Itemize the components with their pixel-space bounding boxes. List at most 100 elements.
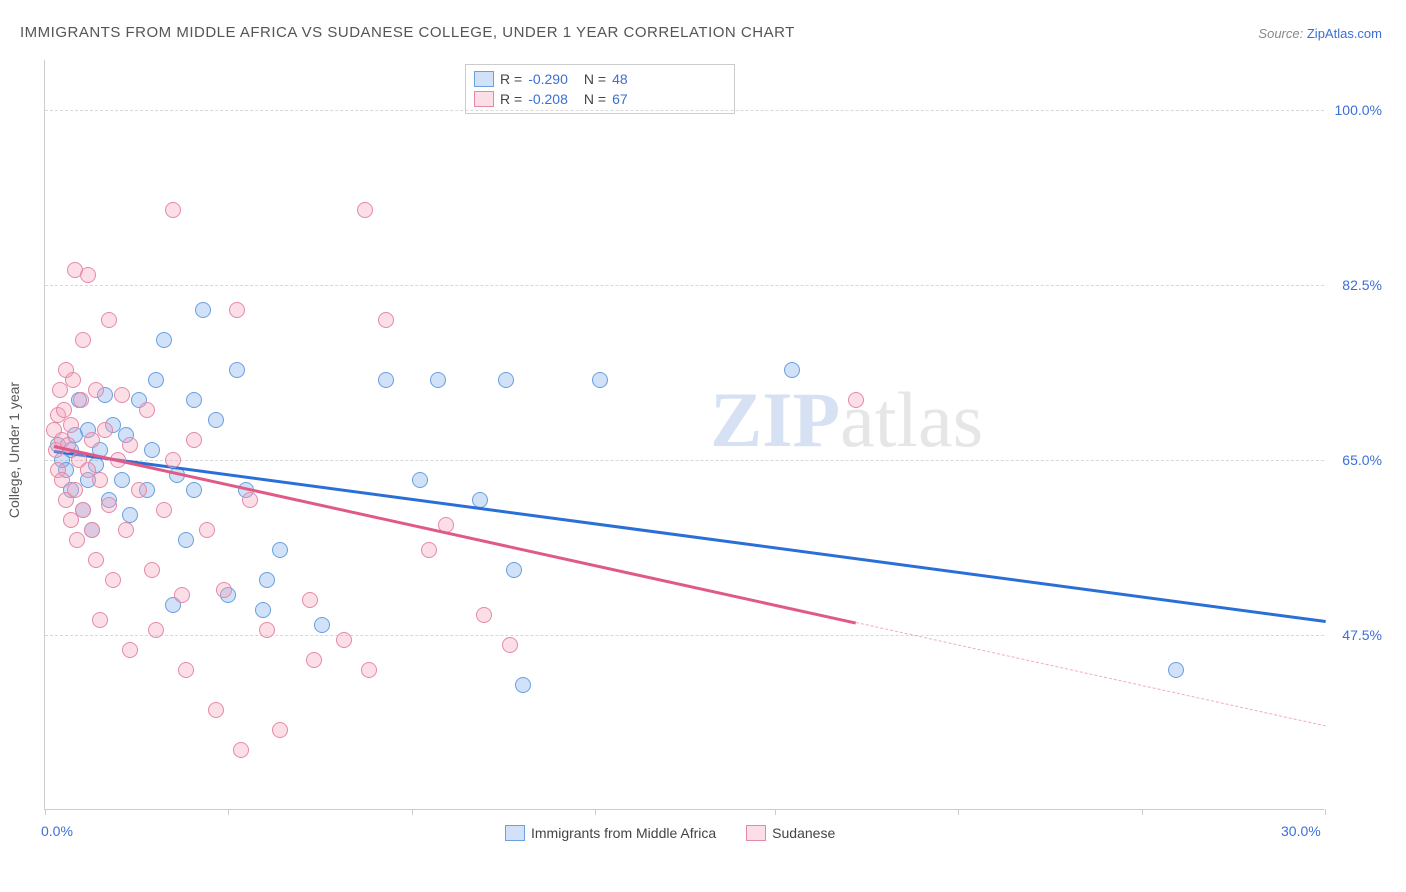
data-point — [412, 472, 428, 488]
legend-label: Immigrants from Middle Africa — [531, 825, 716, 841]
data-point — [272, 542, 288, 558]
data-point — [114, 472, 130, 488]
r-value: -0.208 — [528, 91, 568, 107]
gridline — [45, 110, 1324, 111]
data-point — [88, 382, 104, 398]
data-point — [165, 202, 181, 218]
data-point — [430, 372, 446, 388]
data-point — [314, 617, 330, 633]
correlation-row: R = -0.208 N = 67 — [474, 89, 726, 109]
data-point — [361, 662, 377, 678]
data-point — [73, 392, 89, 408]
data-point — [199, 522, 215, 538]
y-axis-label: College, Under 1 year — [6, 382, 22, 518]
series-swatch — [746, 825, 766, 841]
data-point — [233, 742, 249, 758]
data-point — [105, 572, 121, 588]
data-point — [255, 602, 271, 618]
legend-label: Sudanese — [772, 825, 835, 841]
data-point — [515, 677, 531, 693]
source-label: Source: — [1258, 26, 1303, 41]
x-tick — [412, 809, 413, 815]
series-legend: Immigrants from Middle Africa Sudanese — [505, 825, 835, 841]
watermark-rest: atlas — [840, 376, 983, 463]
data-point — [156, 332, 172, 348]
y-tick-label: 100.0% — [1330, 102, 1382, 118]
x-tick — [775, 809, 776, 815]
data-point — [357, 202, 373, 218]
data-point — [97, 422, 113, 438]
x-tick — [1142, 809, 1143, 815]
data-point — [242, 492, 258, 508]
data-point — [63, 417, 79, 433]
data-point — [69, 532, 85, 548]
series-swatch — [474, 71, 494, 87]
x-tick — [958, 809, 959, 815]
data-point — [259, 572, 275, 588]
data-point — [139, 402, 155, 418]
data-point — [306, 652, 322, 668]
r-label: R = — [500, 71, 522, 87]
legend-item: Sudanese — [746, 825, 835, 841]
data-point — [122, 642, 138, 658]
source-link[interactable]: ZipAtlas.com — [1307, 26, 1382, 41]
data-point — [336, 632, 352, 648]
x-tick — [595, 809, 596, 815]
data-point — [195, 302, 211, 318]
data-point — [174, 587, 190, 603]
y-tick-label: 82.5% — [1330, 277, 1382, 293]
x-tick — [45, 809, 46, 815]
source-attribution: Source: ZipAtlas.com — [1258, 26, 1382, 41]
data-point — [476, 607, 492, 623]
data-point — [186, 392, 202, 408]
data-point — [259, 622, 275, 638]
y-tick-label: 65.0% — [1330, 452, 1382, 468]
data-point — [122, 507, 138, 523]
chart-title: IMMIGRANTS FROM MIDDLE AFRICA VS SUDANES… — [20, 24, 795, 41]
data-point — [848, 392, 864, 408]
series-swatch — [505, 825, 525, 841]
data-point — [498, 372, 514, 388]
data-point — [122, 437, 138, 453]
data-point — [80, 267, 96, 283]
data-point — [165, 452, 181, 468]
x-tick — [228, 809, 229, 815]
data-point — [144, 562, 160, 578]
y-tick-label: 47.5% — [1330, 627, 1382, 643]
plot-region: ZIPatlas R =-0.290N =48R =-0.208N =67 Im… — [44, 60, 1324, 810]
data-point — [65, 372, 81, 388]
data-point — [421, 542, 437, 558]
n-label: N = — [584, 71, 606, 87]
r-label: R = — [500, 91, 522, 107]
data-point — [378, 372, 394, 388]
data-point — [784, 362, 800, 378]
data-point — [186, 482, 202, 498]
data-point — [56, 402, 72, 418]
data-point — [75, 502, 91, 518]
x-lim-label: 0.0% — [41, 823, 73, 839]
series-swatch — [474, 91, 494, 107]
data-point — [216, 582, 232, 598]
data-point — [114, 387, 130, 403]
data-point — [229, 302, 245, 318]
data-point — [101, 497, 117, 513]
data-point — [506, 562, 522, 578]
n-label: N = — [584, 91, 606, 107]
x-tick — [1325, 809, 1326, 815]
correlation-row: R =-0.290N =48 — [474, 69, 726, 89]
data-point — [148, 372, 164, 388]
gridline — [45, 635, 1324, 636]
trend-line-extrapolated — [856, 622, 1326, 726]
gridline — [45, 460, 1324, 461]
data-point — [178, 532, 194, 548]
data-point — [502, 637, 518, 653]
data-point — [1168, 662, 1184, 678]
data-point — [144, 442, 160, 458]
n-value: 67 — [612, 91, 628, 107]
x-lim-label: 30.0% — [1281, 823, 1321, 839]
n-value: 48 — [612, 71, 628, 87]
data-point — [178, 662, 194, 678]
data-point — [75, 332, 91, 348]
watermark: ZIPatlas — [710, 375, 983, 465]
data-point — [592, 372, 608, 388]
